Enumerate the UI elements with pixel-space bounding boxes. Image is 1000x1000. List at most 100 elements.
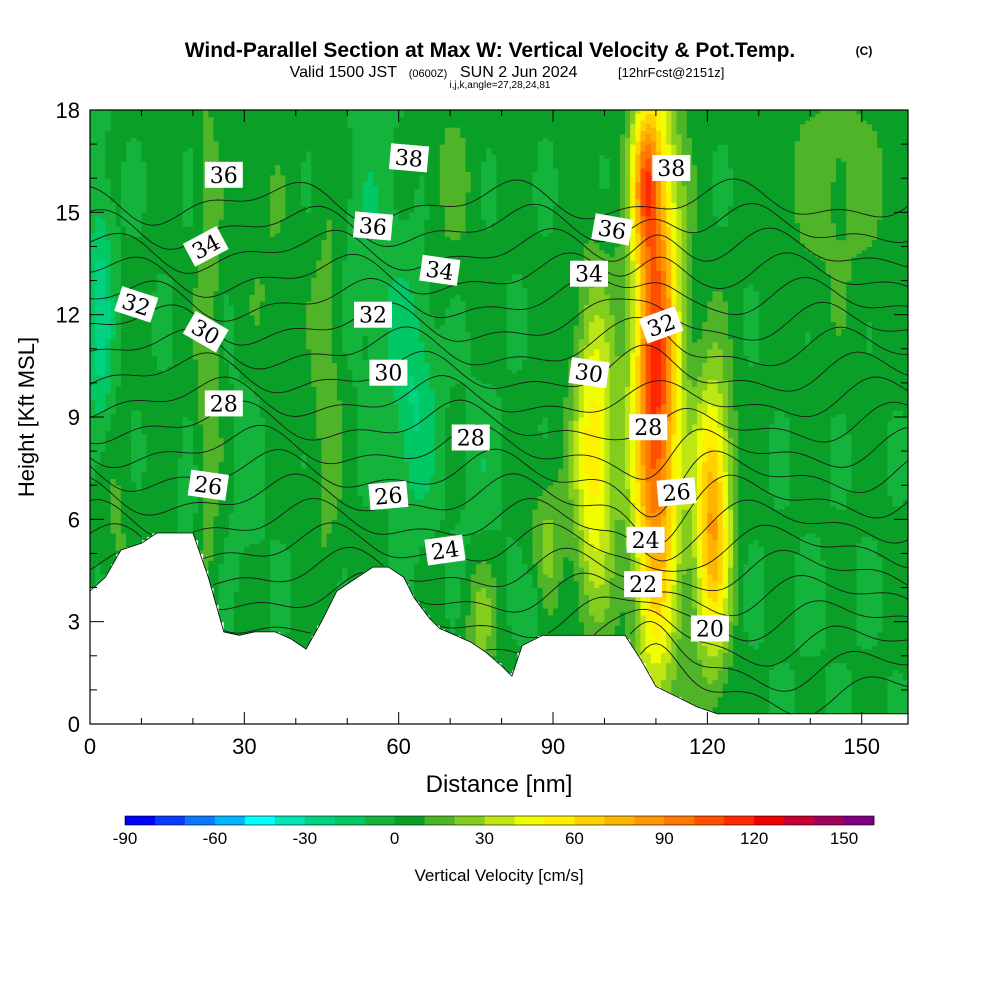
velocity-cell — [147, 141, 153, 145]
velocity-cell — [270, 216, 276, 220]
velocity-cell — [260, 571, 266, 575]
velocity-cell — [157, 352, 163, 356]
velocity-cell — [203, 434, 209, 438]
velocity-cell — [234, 513, 240, 517]
velocity-cell — [167, 110, 173, 114]
velocity-cell — [229, 137, 235, 141]
velocity-cell — [260, 311, 266, 315]
velocity-cell — [111, 298, 117, 302]
velocity-cell — [219, 455, 225, 459]
velocity-cell — [270, 352, 276, 356]
velocity-cell — [167, 373, 173, 377]
velocity-cell — [255, 161, 261, 165]
velocity-cell — [157, 141, 163, 145]
velocity-cell — [239, 588, 245, 592]
velocity-cell — [90, 461, 96, 465]
velocity-cell — [255, 571, 261, 575]
velocity-cell — [239, 257, 245, 261]
velocity-cell — [90, 485, 96, 489]
velocity-cell — [244, 298, 250, 302]
velocity-cell — [105, 434, 111, 438]
velocity-cell — [244, 608, 250, 612]
velocity-cell — [147, 219, 153, 223]
velocity-cell — [116, 124, 122, 128]
velocity-cell — [270, 594, 276, 598]
velocity-cell — [213, 188, 219, 192]
velocity-cell — [90, 130, 96, 134]
velocity-cell — [270, 410, 276, 414]
velocity-cell — [183, 458, 189, 462]
velocity-cell — [95, 151, 101, 155]
velocity-cell — [131, 414, 137, 418]
velocity-cell — [147, 277, 153, 281]
velocity-cell — [136, 499, 142, 503]
velocity-cell — [183, 110, 189, 114]
velocity-cell — [141, 185, 147, 189]
velocity-cell — [162, 431, 168, 435]
velocity-cell — [100, 427, 106, 431]
velocity-cell — [265, 124, 271, 128]
velocity-cell — [136, 502, 142, 506]
velocity-cell — [213, 516, 219, 520]
velocity-cell — [244, 321, 250, 325]
velocity-cell — [229, 427, 235, 431]
velocity-cell — [244, 229, 250, 233]
velocity-cell — [270, 137, 276, 141]
velocity-cell — [111, 257, 117, 261]
velocity-cell — [270, 325, 276, 329]
velocity-cell — [162, 345, 168, 349]
velocity-cell — [141, 332, 147, 336]
velocity-cell — [162, 417, 168, 421]
velocity-cell — [203, 223, 209, 227]
velocity-cell — [105, 533, 111, 537]
velocity-cell — [219, 110, 225, 114]
velocity-cell — [260, 557, 266, 561]
velocity-cell — [229, 250, 235, 254]
velocity-cell — [239, 519, 245, 523]
velocity-cell — [198, 359, 204, 363]
velocity-cell — [265, 478, 271, 482]
velocity-cell — [183, 485, 189, 489]
velocity-cell — [255, 291, 261, 295]
velocity-cell — [152, 427, 158, 431]
velocity-cell — [244, 158, 250, 162]
velocity-cell — [239, 264, 245, 268]
velocity-cell — [239, 366, 245, 370]
velocity-cell — [224, 124, 230, 128]
velocity-cell — [157, 332, 163, 336]
velocity-cell — [270, 591, 276, 595]
velocity-cell — [224, 513, 230, 517]
velocity-cell — [229, 202, 235, 206]
velocity-cell — [111, 168, 117, 172]
velocity-cell — [224, 461, 230, 465]
velocity-cell — [183, 178, 189, 182]
velocity-cell — [116, 219, 122, 223]
velocity-cell — [208, 311, 214, 315]
velocity-cell — [126, 325, 132, 329]
velocity-cell — [126, 199, 132, 203]
velocity-cell — [172, 325, 178, 329]
velocity-cell — [188, 277, 194, 281]
velocity-cell — [265, 158, 271, 162]
velocity-cell — [244, 611, 250, 615]
velocity-cell — [105, 223, 111, 227]
velocity-cell — [152, 499, 158, 503]
velocity-cell — [244, 506, 250, 510]
velocity-cell — [249, 233, 255, 237]
velocity-cell — [265, 260, 271, 264]
velocity-cell — [152, 332, 158, 336]
velocity-cell — [116, 352, 122, 356]
velocity-cell — [239, 291, 245, 295]
velocity-cell — [147, 117, 153, 121]
velocity-cell — [239, 444, 245, 448]
velocity-cell — [131, 117, 137, 121]
velocity-cell — [234, 437, 240, 441]
velocity-cell — [244, 567, 250, 571]
velocity-cell — [249, 519, 255, 523]
velocity-cell — [270, 113, 276, 117]
velocity-cell — [152, 475, 158, 479]
velocity-cell — [244, 328, 250, 332]
velocity-cell — [95, 110, 101, 114]
velocity-cell — [167, 311, 173, 315]
velocity-cell — [193, 407, 199, 411]
